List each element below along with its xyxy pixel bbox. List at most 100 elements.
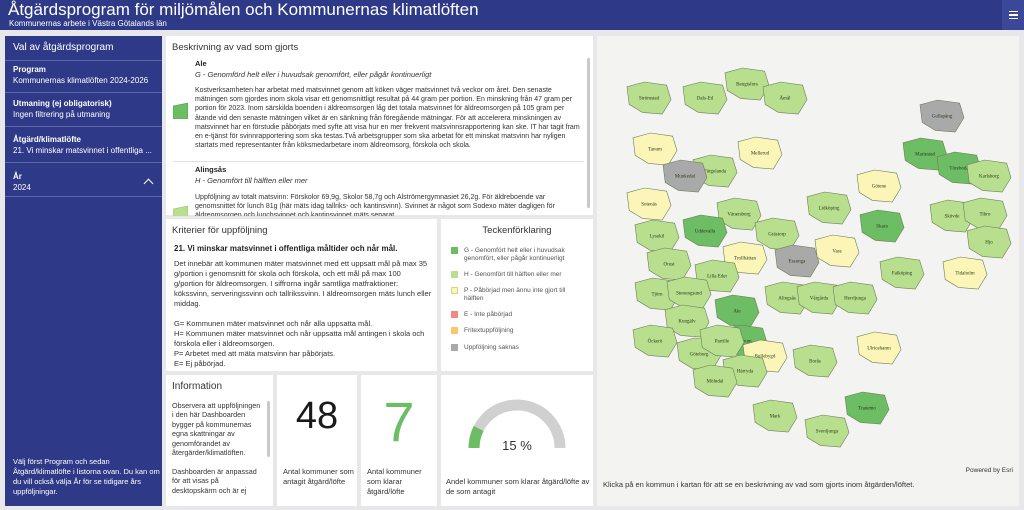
- municipality-shape[interactable]: [796, 281, 842, 315]
- municipality-label: Mark: [770, 415, 781, 420]
- gauge-value: 15 %: [502, 438, 532, 453]
- municipality-shape[interactable]: [692, 364, 738, 398]
- action-selector[interactable]: Åtgärd/klimatlöfte 21. Vi minskar matsvi…: [5, 134, 162, 156]
- municipality-tanum[interactable]: Tanum: [632, 132, 678, 166]
- municipality-shape[interactable]: [919, 99, 965, 133]
- municipality-herrljunga[interactable]: Herrljunga: [832, 281, 878, 315]
- municipality-shape[interactable]: [804, 414, 850, 448]
- municipality-grästorp[interactable]: Grästorp: [754, 217, 800, 251]
- municipality-mölndal[interactable]: Mölndal: [692, 364, 738, 398]
- action-label: Åtgärd/klimatlöfte: [13, 135, 82, 144]
- app-header: Åtgärdsprogram för miljömålen och Kommun…: [0, 0, 1024, 30]
- municipality-gullspång[interactable]: Gullspång: [919, 99, 965, 133]
- municipality-öckerö[interactable]: Öckerö: [632, 324, 678, 358]
- municipality-map[interactable]: Strömstad Dals-Ed Bengtsfors Åmål Tanum Färge…: [597, 36, 1019, 464]
- municipality-shape[interactable]: [632, 132, 678, 166]
- divider: [5, 60, 162, 61]
- hamburger-menu-icon[interactable]: [1002, 0, 1024, 30]
- municipality-shape[interactable]: [962, 197, 1008, 231]
- municipality-partille[interactable]: Partille: [699, 324, 745, 358]
- municipality-tidaholm[interactable]: Tidaholm: [942, 256, 988, 290]
- municipality-lysekil[interactable]: Lysekil: [634, 219, 680, 253]
- municipality-karlsborg[interactable]: Karlsborg: [966, 159, 1012, 193]
- municipality-lidköping[interactable]: Lidköping: [806, 191, 852, 225]
- municipality-uddevalla[interactable]: Uddevalla: [682, 214, 728, 248]
- municipality-shape[interactable]: [754, 217, 800, 251]
- municipality-skövde[interactable]: Skövde: [929, 199, 975, 233]
- municipality-shape[interactable]: [929, 199, 975, 233]
- information-scrollbar[interactable]: [267, 401, 270, 457]
- municipality-shape[interactable]: [714, 294, 760, 328]
- municipality-shape[interactable]: [752, 399, 798, 433]
- municipality-vara[interactable]: Vara: [814, 234, 860, 268]
- municipality-tranemo[interactable]: Tranemo: [844, 391, 890, 425]
- municipality-ulricehamn[interactable]: Ulricehamn: [856, 331, 902, 365]
- municipality-orust[interactable]: Orust: [646, 247, 692, 281]
- municipality-shape[interactable]: [682, 214, 728, 248]
- municipality-shape[interactable]: [942, 256, 988, 290]
- gauge-label: Andel kommuner som klarar åtgärd/löfte a…: [446, 477, 590, 496]
- description-list[interactable]: Ale G - Genomförd helt eller i huvudsak …: [173, 58, 584, 216]
- municipality-falköping[interactable]: Falköping: [879, 256, 925, 290]
- municipality-shape[interactable]: [859, 209, 905, 243]
- municipality-shape[interactable]: [626, 81, 672, 115]
- municipality-shape[interactable]: [792, 344, 838, 378]
- municipality-svenljunga[interactable]: Svenljunga: [804, 414, 850, 448]
- municipality-skara[interactable]: Skara: [859, 209, 905, 243]
- municipality-shape[interactable]: [662, 159, 708, 193]
- municipality-shape[interactable]: [682, 81, 728, 115]
- municipality-strömstad[interactable]: Strömstad: [626, 81, 672, 115]
- entry-name-ale: Ale: [195, 59, 207, 68]
- municipality-sotenäs[interactable]: Sotenäs: [626, 187, 672, 221]
- municipality-shape[interactable]: [856, 169, 902, 203]
- municipality-shape[interactable]: [634, 219, 680, 253]
- legend-swatch: [451, 247, 458, 254]
- municipality-vårgårda[interactable]: Vårgårda: [796, 281, 842, 315]
- municipality-label: Dals-Ed: [697, 97, 714, 102]
- municipality-borås[interactable]: Borås: [792, 344, 838, 378]
- challenge-selector[interactable]: Utmaning (ej obligatorisk) Ingen filtrer…: [5, 98, 162, 120]
- municipality-shape[interactable]: [844, 391, 890, 425]
- municipality-label: Tibro: [980, 213, 991, 218]
- municipality-shape[interactable]: [626, 187, 672, 221]
- municipality-shape[interactable]: [806, 191, 852, 225]
- program-selector[interactable]: Program Kommunernas klimatlöften 2024-20…: [5, 64, 162, 86]
- municipality-mark[interactable]: Mark: [752, 399, 798, 433]
- legend-swatch: [451, 311, 458, 318]
- municipality-hjo[interactable]: Hjo: [966, 225, 1012, 259]
- gauge-fill: [468, 425, 484, 449]
- municipality-shape[interactable]: [879, 256, 925, 290]
- municipality-shape[interactable]: [774, 244, 820, 278]
- municipality-label: Mölndal: [707, 380, 725, 385]
- municipality-åmål[interactable]: Åmål: [762, 81, 808, 115]
- municipality-mellerud[interactable]: Mellerud: [737, 136, 783, 170]
- municipality-shape[interactable]: [762, 81, 808, 115]
- municipality-shape[interactable]: [966, 159, 1012, 193]
- municipality-label: Essunga: [789, 260, 806, 265]
- municipality-shape[interactable]: [966, 225, 1012, 259]
- municipality-dals-ed[interactable]: Dals-Ed: [682, 81, 728, 115]
- municipality-essunga[interactable]: Essunga: [774, 244, 820, 278]
- sidebar-instructions: Välj först Program och sedan Åtgärd/klim…: [13, 457, 160, 496]
- municipality-munkedal[interactable]: Munkedal: [662, 159, 708, 193]
- description-scrollbar[interactable]: [587, 58, 590, 208]
- kpi-achieved-label: Antal kommuner som klarar åtgärd/löfte: [367, 467, 422, 496]
- municipality-shape[interactable]: [666, 276, 712, 310]
- municipality-label: Lilla Edet: [707, 275, 727, 280]
- municipality-ale[interactable]: Ale: [714, 294, 760, 328]
- municipality-shape[interactable]: [632, 324, 678, 358]
- municipality-shape[interactable]: [699, 324, 745, 358]
- municipality-shape[interactable]: [814, 234, 860, 268]
- municipality-stenungsund[interactable]: Stenungsund: [666, 276, 712, 310]
- municipality-shape[interactable]: [832, 281, 878, 315]
- municipality-shape[interactable]: [856, 331, 902, 365]
- legend-label: H - Genomfört till hälften eller mer: [464, 271, 562, 278]
- divider: [5, 196, 162, 197]
- municipality-götene[interactable]: Götene: [856, 169, 902, 203]
- map-credit: Powered by Esri: [965, 467, 1013, 474]
- year-selector[interactable]: År 2024: [5, 171, 162, 193]
- municipality-label: Färgelanda: [704, 170, 727, 175]
- municipality-tibro[interactable]: Tibro: [962, 197, 1008, 231]
- municipality-shape[interactable]: [737, 136, 783, 170]
- municipality-shape[interactable]: [646, 247, 692, 281]
